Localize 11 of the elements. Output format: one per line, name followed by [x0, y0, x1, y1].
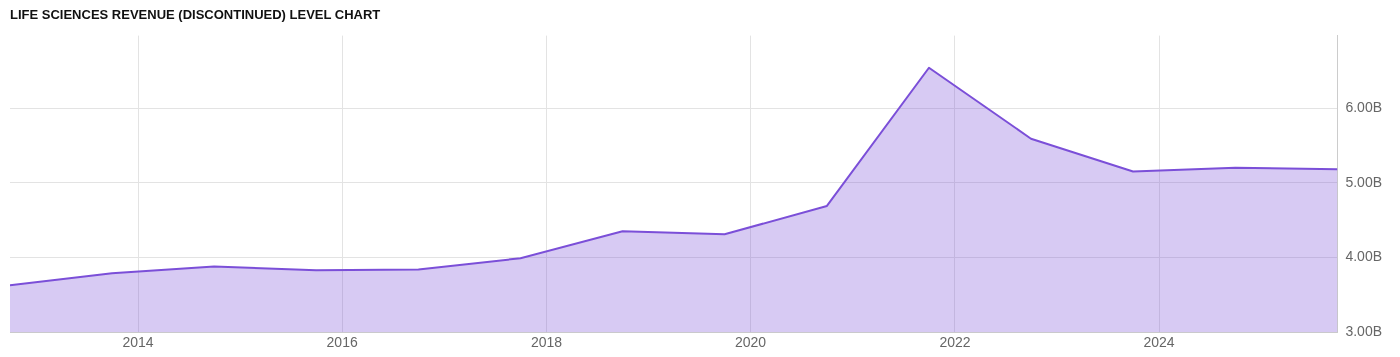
- chart-title: LIFE SCIENCES REVENUE (DISCONTINUED) LEVEL CHART: [10, 7, 381, 23]
- x-tick-label: 2020: [735, 334, 767, 351]
- x-tick-label: 2022: [939, 334, 971, 351]
- x-tick-label: 2024: [1143, 334, 1175, 351]
- y-tick-label: 3.00B: [1345, 323, 1383, 340]
- y-tick-label: 5.00B: [1345, 173, 1383, 190]
- y-tick-label: 4.00B: [1345, 248, 1383, 265]
- x-tick-label: 2016: [326, 334, 358, 351]
- y-tick-label: 6.00B: [1345, 98, 1383, 115]
- x-tick-label: 2018: [530, 334, 563, 351]
- x-tick-label: 2014: [122, 334, 154, 351]
